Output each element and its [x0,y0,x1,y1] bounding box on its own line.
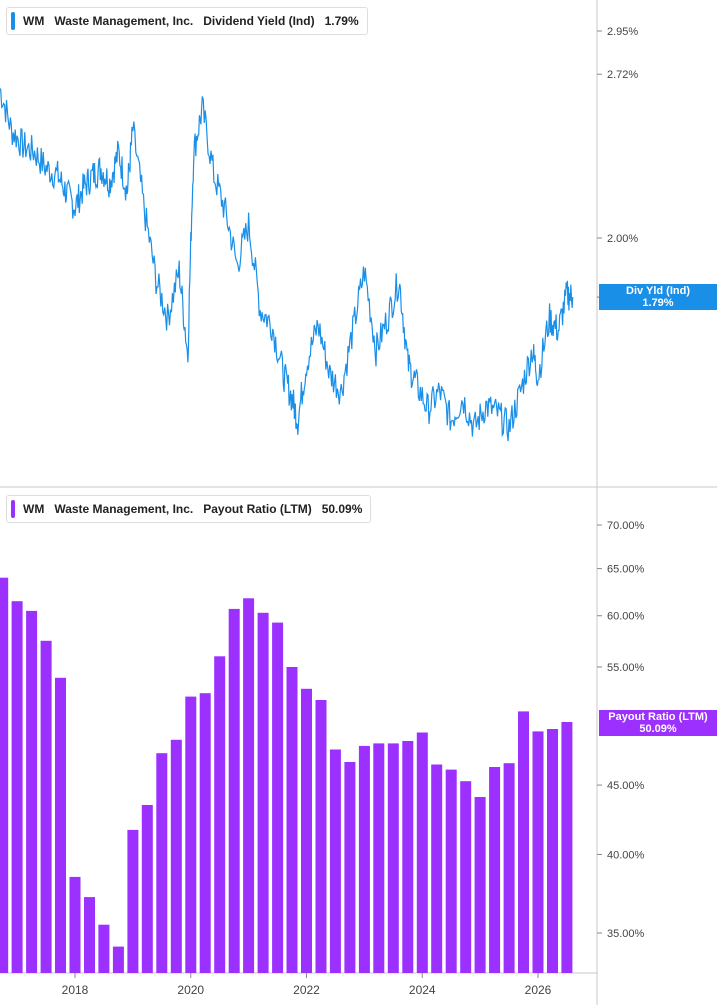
payout-bar [329,749,341,973]
tag-label: Div Yld (Ind) [626,285,690,297]
payout-bar [387,743,399,973]
payout-bar [301,688,312,973]
legend-payout-ratio: WM Waste Management, Inc. Payout Ratio (… [6,495,372,523]
series-line-dividend-yield [0,88,574,442]
payout-bar [445,769,457,973]
payout-bar [431,764,443,973]
x-tick-label: 2018 [62,983,89,997]
payout-bar [26,610,38,973]
payout-bar [561,722,573,973]
legend-metric: Payout Ratio (LTM) [203,502,312,516]
y-tick-label: 35.00% [607,928,645,940]
payout-bar [228,608,240,973]
legend-company: Waste Management, Inc. [54,502,194,516]
x-tick-label: 2026 [525,983,552,997]
y-tick-label: 55.00% [607,662,645,674]
x-tick-label: 2022 [293,983,320,997]
payout-bar [69,876,81,973]
x-tick-label: 2024 [409,983,436,997]
tag-label: Payout Ratio (LTM) [608,711,708,723]
y-tick-label: 45.00% [607,780,645,792]
payout-bar [518,711,529,973]
payout-bar [402,741,414,973]
payout-bar [315,700,327,973]
payout-bar [344,762,356,973]
legend-dividend-yield: WM Waste Management, Inc. Dividend Yield… [6,7,368,35]
payout-bar [156,753,168,973]
payout-bar [286,667,298,973]
y-tick-label: 2.95% [607,26,638,38]
payout-bar [11,601,23,973]
payout-bar [474,797,486,973]
tag-value: 50.09% [639,723,677,735]
y-tick-label: 2.00% [607,233,638,245]
payout-bar [199,693,211,973]
legend-swatch-dividend-yield [11,12,15,30]
legend-ticker: WM [23,502,45,516]
legend-company: Waste Management, Inc. [54,14,194,28]
legend-swatch-payout-ratio [11,500,15,518]
y-tick-label: 65.00% [607,564,645,576]
payout-bar [257,612,269,973]
tag-value: 1.79% [642,297,674,309]
payout-bar [416,732,428,973]
x-tick-label: 2020 [177,983,204,997]
y-tick-label: 2.72% [607,69,638,81]
payout-bar [170,739,182,973]
tag-dividend-yield: Div Yld (Ind) 1.79% [599,284,717,310]
payout-bar [272,622,284,973]
y-tick-label: 70.00% [607,520,645,532]
payout-bar [547,729,558,973]
payout-bar [373,743,385,973]
payout-bar [243,598,255,973]
payout-bar [84,897,95,973]
payout-bar [214,656,226,973]
payout-bar [141,805,153,973]
y-tick-label: 40.00% [607,849,645,861]
payout-bar [503,763,515,973]
payout-bar [532,731,544,973]
y-tick-label: 60.00% [607,611,645,623]
payout-bar [55,677,66,973]
payout-bar [460,781,472,973]
payout-bar [489,767,501,973]
legend-value: 1.79% [324,14,359,28]
payout-bar [358,745,370,973]
legend-value: 50.09% [321,502,363,516]
payout-bar [185,696,197,973]
payout-bar [98,924,110,973]
payout-bar [0,577,9,973]
payout-bar [40,640,52,973]
legend-ticker: WM [23,14,45,28]
tag-payout-ratio: Payout Ratio (LTM) 50.09% [599,710,717,736]
payout-bar [112,946,124,973]
payout-bar [127,829,139,973]
legend-metric: Dividend Yield (Ind) [203,14,315,28]
